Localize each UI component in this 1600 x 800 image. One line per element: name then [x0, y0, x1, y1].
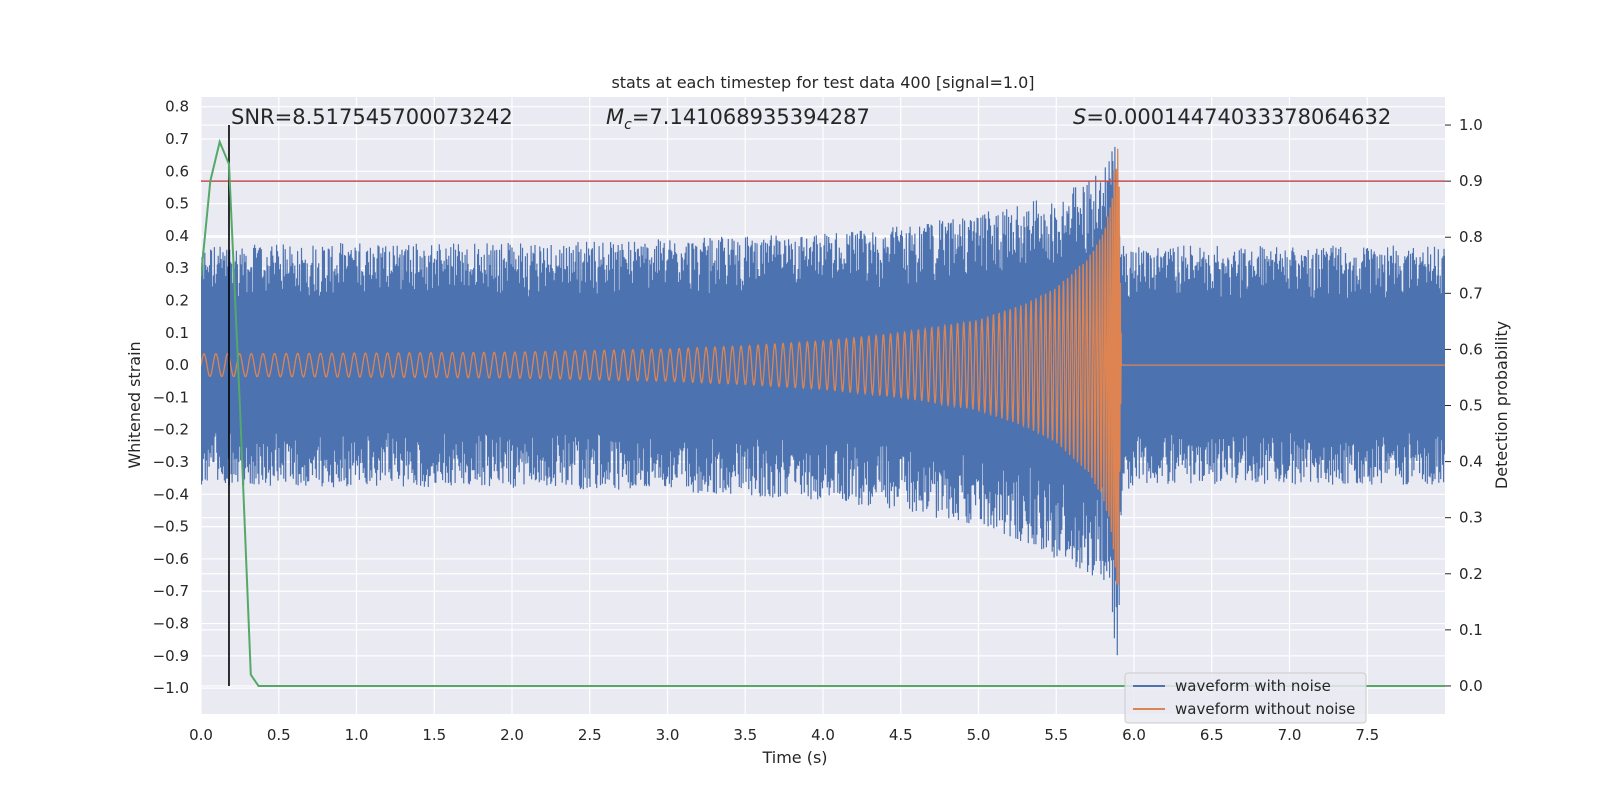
y-tick-label: 0.7 — [165, 130, 189, 148]
y2-tick-label: 0.6 — [1459, 340, 1483, 358]
x-tick-label: 2.5 — [578, 726, 602, 744]
chirp-mass-annotation: Mc=7.141068935394287 — [606, 105, 870, 133]
y-tick-label: −0.7 — [153, 582, 189, 600]
y-tick-label: −0.8 — [153, 615, 189, 633]
y2-tick-label: 0.9 — [1459, 172, 1483, 190]
y-tick-label: 0.3 — [165, 259, 189, 277]
chart-title: stats at each timestep for test data 400… — [611, 73, 1034, 92]
x-tick-label: 5.5 — [1044, 726, 1068, 744]
y-tick-label: 0.0 — [165, 356, 189, 374]
y-tick-label: 0.8 — [165, 98, 189, 116]
mc-value: =7.141068935394287 — [632, 105, 870, 129]
series-detection-probability — [201, 138, 1445, 687]
x-tick-label: 7.0 — [1278, 726, 1302, 744]
x-tick-label: 3.5 — [733, 726, 757, 744]
y-tick-label: −0.2 — [153, 421, 189, 439]
y-tick-label: 0.6 — [165, 162, 189, 180]
x-tick-label: 5.0 — [967, 726, 991, 744]
y-tick-label: −0.3 — [153, 453, 189, 471]
y2-tick-label: 0.2 — [1459, 565, 1483, 583]
y2-tick-label: 0.1 — [1459, 621, 1483, 639]
x-tick-label: 6.5 — [1200, 726, 1224, 744]
y2-tick-label: 1.0 — [1459, 116, 1483, 134]
s-value: =0.00014474033378064632 — [1086, 105, 1391, 129]
snr-annotation: SNR=8.517545700073242 — [231, 105, 513, 129]
x-tick-label: 0.0 — [189, 726, 213, 744]
x-tick-label: 1.5 — [422, 726, 446, 744]
x-tick-label: 4.0 — [811, 726, 835, 744]
legend: waveform with noise waveform without noi… — [1124, 672, 1367, 724]
y-tick-label: 0.2 — [165, 292, 189, 310]
x-tick-label: 7.5 — [1355, 726, 1379, 744]
y-axis-label: Whitened strain — [125, 341, 144, 468]
y-tick-label: −0.4 — [153, 485, 189, 503]
y2-tick-label: 0.4 — [1459, 453, 1483, 471]
legend-label-with-noise: waveform with noise — [1175, 677, 1331, 695]
y-tick-label: −0.5 — [153, 518, 189, 536]
y2-tick-label: 0.0 — [1459, 677, 1483, 695]
mc-subscript: c — [624, 117, 632, 133]
x-tick-label: 1.0 — [345, 726, 369, 744]
y2-axis-label: Detection probability — [1492, 321, 1511, 489]
y-tick-label: −0.1 — [153, 388, 189, 406]
x-tick-label: 6.0 — [1122, 726, 1146, 744]
y-tick-label: −0.9 — [153, 647, 189, 665]
mc-symbol: M — [606, 105, 624, 129]
x-tick-label: 0.5 — [267, 726, 291, 744]
y2-tick-label: 0.8 — [1459, 228, 1483, 246]
y-tick-label: −1.0 — [153, 679, 189, 697]
y2-tick-label: 0.5 — [1459, 397, 1483, 415]
legend-box — [1124, 672, 1367, 724]
series-waveform-without-noise — [201, 148, 1445, 585]
series-layer — [201, 125, 1445, 687]
s-annotation: S=0.00014474033378064632 — [1073, 105, 1391, 129]
y-tick-label: 0.1 — [165, 324, 189, 342]
x-tick-label: 3.0 — [656, 726, 680, 744]
y2-tick-label: 0.7 — [1459, 284, 1483, 302]
s-symbol: S — [1073, 105, 1086, 129]
x-tick-label: 4.5 — [889, 726, 913, 744]
y-tick-label: −0.6 — [153, 550, 189, 568]
legend-label-without-noise: waveform without noise — [1175, 700, 1355, 718]
ticks: 0.0 0.5 1.0 1.5 2.0 2.5 3.0 3.5 4.0 4.5 5.0 5.5 6.0 6… — [153, 98, 1483, 744]
series-waveform-with-noise — [201, 146, 1445, 656]
y-tick-label: 0.4 — [165, 227, 189, 245]
x-tick-label: 2.0 — [500, 726, 524, 744]
x-axis-label: Time (s) — [761, 748, 827, 767]
y2-tick-label: 0.3 — [1459, 509, 1483, 527]
y-tick-label: 0.5 — [165, 195, 189, 213]
